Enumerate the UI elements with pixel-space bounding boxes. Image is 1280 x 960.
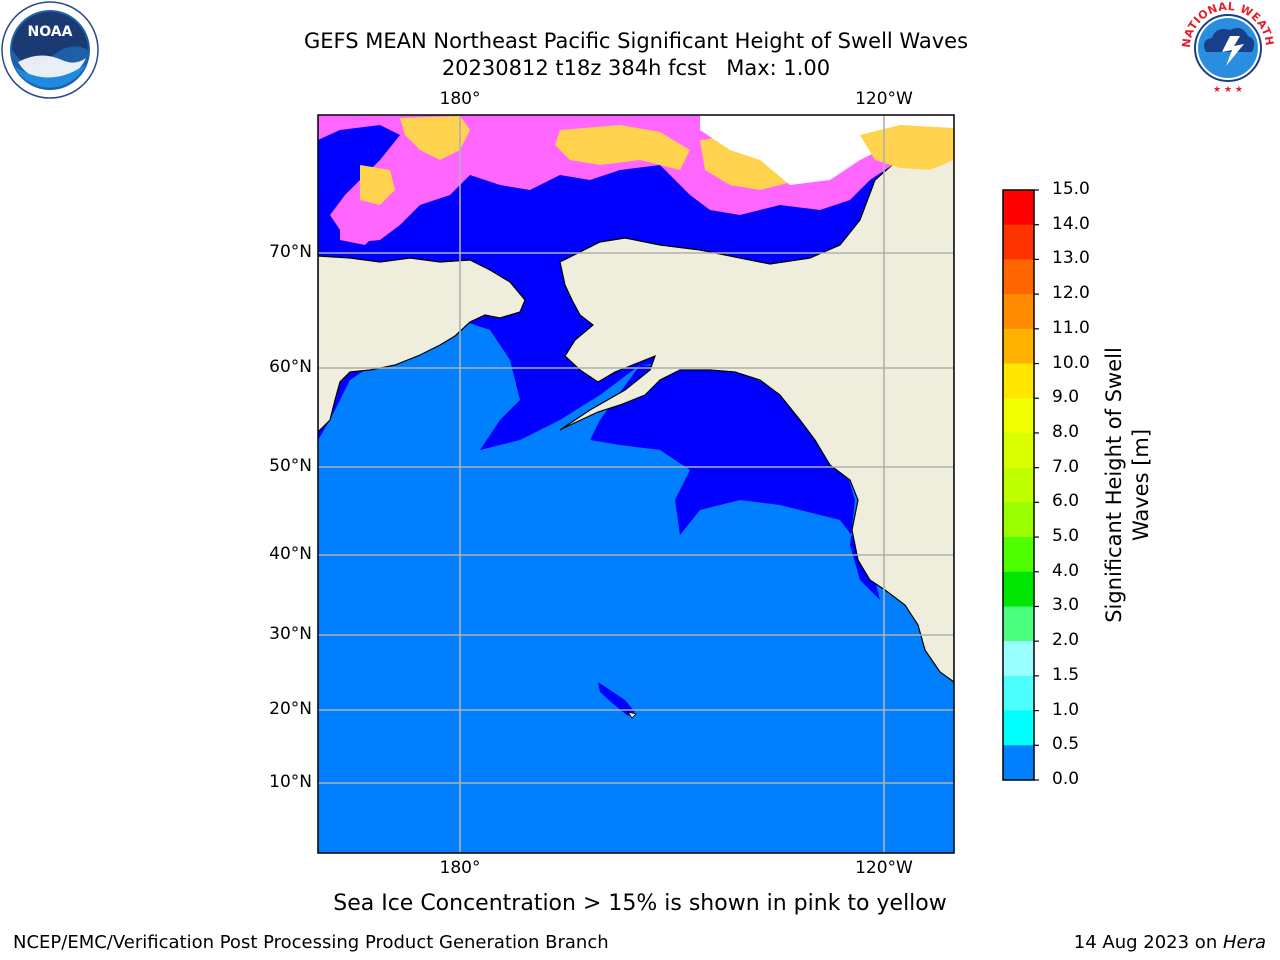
colorbar-segment <box>1003 363 1034 399</box>
colorbar-tick-label: 0.5 <box>1052 734 1080 755</box>
footer-date-text: 14 Aug 2023 on <box>1073 932 1223 953</box>
sea-ice <box>318 115 954 245</box>
colorbar-tick-label: 0.0 <box>1052 769 1080 789</box>
colorbar-segment <box>1003 294 1034 330</box>
colorbar-segment <box>1003 606 1034 642</box>
lat-label-70n: 70°N <box>269 242 312 262</box>
lon-label-top-120w: 120°W <box>855 89 913 109</box>
colorbar-tick-label: 6.0 <box>1052 491 1080 512</box>
colorbar-segment <box>1003 328 1034 365</box>
footer-branch: NCEP/EMC/Verification Post Processing Pr… <box>13 932 609 953</box>
hawaiian-islands <box>598 682 635 716</box>
colorbar-segment <box>1003 745 1034 781</box>
lon-label-bottom-120w: 120°W <box>855 858 913 878</box>
colorbar-segment <box>1003 190 1034 226</box>
nws-logo: NATIONAL WEATHER SERVICE ★ ★ ★ <box>0 0 1276 95</box>
lon-label-top-180: 180° <box>439 89 481 109</box>
colorbar-tick-label: 10.0 <box>1052 352 1090 373</box>
colorbar-tick-label: 9.0 <box>1052 387 1080 408</box>
noaa-logo: NOAA <box>1 1 99 99</box>
colorbar-tick-label: 12.0 <box>1052 283 1090 304</box>
colorbar-tick-label: 7.0 <box>1052 456 1080 477</box>
svg-text:★ ★ ★: ★ ★ ★ <box>1213 85 1243 95</box>
colorbar-segment <box>1003 675 1034 712</box>
colorbar-label-line1: Significant Height of Swell <box>1102 347 1126 623</box>
nws-logo-text: NATIONAL WEATHER SERVICE <box>0 0 1276 48</box>
colorbar-frame <box>1002 189 1035 781</box>
graticule <box>318 115 954 853</box>
colorbar-tick-label: 14.0 <box>1052 213 1090 234</box>
colorbar-tick-label: 2.0 <box>1052 630 1080 651</box>
noaa-logo-text: NOAA <box>28 24 73 40</box>
footer-date: 14 Aug 2023 on Hera <box>1074 932 1266 953</box>
lat-label-40n: 40°N <box>269 544 312 564</box>
svg-text:NATIONAL WEATHER SERVICE: NATIONAL WEATHER SERVICE <box>0 0 1276 48</box>
lat-label-10n: 10°N <box>269 772 312 792</box>
lat-label-50n: 50°N <box>269 456 312 476</box>
colorbar-segment <box>1003 398 1034 434</box>
colorbar-segment <box>1003 224 1034 260</box>
colorbar-tick-label: 1.0 <box>1052 699 1080 720</box>
colorbar-segment <box>1003 259 1034 295</box>
colorbar-tick-label: 8.0 <box>1052 421 1080 442</box>
colorbar <box>1002 189 1039 781</box>
colorbar-tick-label: 11.0 <box>1052 317 1090 338</box>
colorbar-label-line2: Waves [m] <box>1129 428 1153 542</box>
colorbar-segment <box>1003 571 1034 607</box>
colorbar-tick-label: 1.5 <box>1052 664 1080 685</box>
lon-label-bottom-180: 180° <box>439 858 481 878</box>
colorbar-segment <box>1003 641 1034 677</box>
colorbar-segment <box>1003 432 1034 469</box>
land-north-america <box>559 139 954 683</box>
colorbar-segment <box>1003 467 1034 503</box>
lat-label-20n: 20°N <box>269 699 312 719</box>
colorbar-segment <box>1003 537 1034 573</box>
map-frame <box>317 114 955 854</box>
lat-label-30n: 30°N <box>269 624 312 644</box>
colorbar-tick-label: 3.0 <box>1052 595 1080 616</box>
map-area <box>318 115 954 853</box>
footer-machine: Hera <box>1222 932 1266 953</box>
lat-label-60n: 60°N <box>269 357 312 377</box>
colorbar-tick-label: 4.0 <box>1052 560 1080 581</box>
colorbar-segment <box>1003 502 1034 538</box>
chart-subtitle: 20230812 t18z 384h fcst Max: 1.00 <box>441 56 831 80</box>
chart-title: GEFS MEAN Northeast Pacific Significant … <box>303 29 969 53</box>
colorbar-tick-label: 13.0 <box>1052 248 1090 269</box>
colorbar-tick-label: 15.0 <box>1052 179 1090 199</box>
colorbar-tick-label: 5.0 <box>1052 526 1080 547</box>
sea-ice-caption: Sea Ice Concentration > 15% is shown in … <box>333 891 947 916</box>
colorbar-segment <box>1003 710 1034 746</box>
land-asia <box>318 255 526 433</box>
